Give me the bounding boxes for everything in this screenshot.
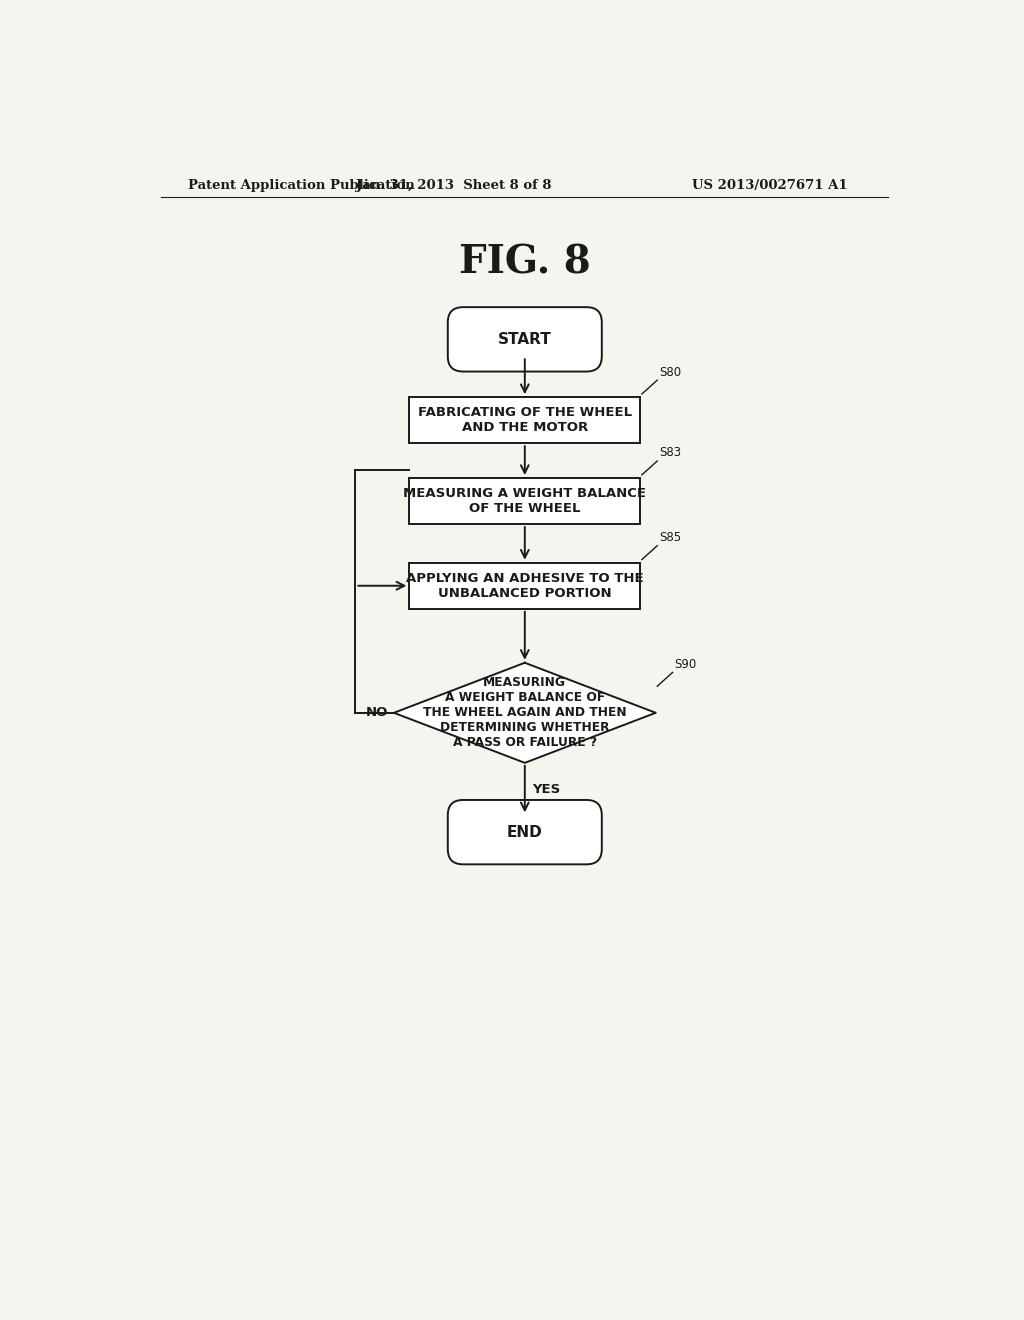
- Text: YES: YES: [532, 783, 561, 796]
- Text: S83: S83: [658, 446, 681, 459]
- Text: FIG. 8: FIG. 8: [459, 243, 591, 281]
- Text: FABRICATING OF THE WHEEL
AND THE MOTOR: FABRICATING OF THE WHEEL AND THE MOTOR: [418, 407, 632, 434]
- Text: S85: S85: [658, 531, 681, 544]
- Text: MEASURING A WEIGHT BALANCE
OF THE WHEEL: MEASURING A WEIGHT BALANCE OF THE WHEEL: [403, 487, 646, 515]
- Polygon shape: [394, 663, 655, 763]
- Text: APPLYING AN ADHESIVE TO THE
UNBALANCED PORTION: APPLYING AN ADHESIVE TO THE UNBALANCED P…: [406, 572, 644, 599]
- Text: START: START: [498, 331, 552, 347]
- Text: S90: S90: [674, 657, 696, 671]
- Text: END: END: [507, 825, 543, 840]
- Bar: [410, 478, 640, 524]
- Text: S80: S80: [658, 366, 681, 379]
- FancyBboxPatch shape: [447, 308, 602, 371]
- Text: Jan. 31, 2013  Sheet 8 of 8: Jan. 31, 2013 Sheet 8 of 8: [356, 178, 552, 191]
- Bar: [410, 562, 640, 609]
- Text: MEASURING
A WEIGHT BALANCE OF
THE WHEEL AGAIN AND THEN
DETERMINING WHETHER
A PAS: MEASURING A WEIGHT BALANCE OF THE WHEEL …: [423, 676, 627, 750]
- Text: NO: NO: [366, 706, 388, 719]
- FancyBboxPatch shape: [447, 800, 602, 865]
- Text: Patent Application Publication: Patent Application Publication: [188, 178, 415, 191]
- Bar: [410, 397, 640, 444]
- Text: US 2013/0027671 A1: US 2013/0027671 A1: [692, 178, 848, 191]
